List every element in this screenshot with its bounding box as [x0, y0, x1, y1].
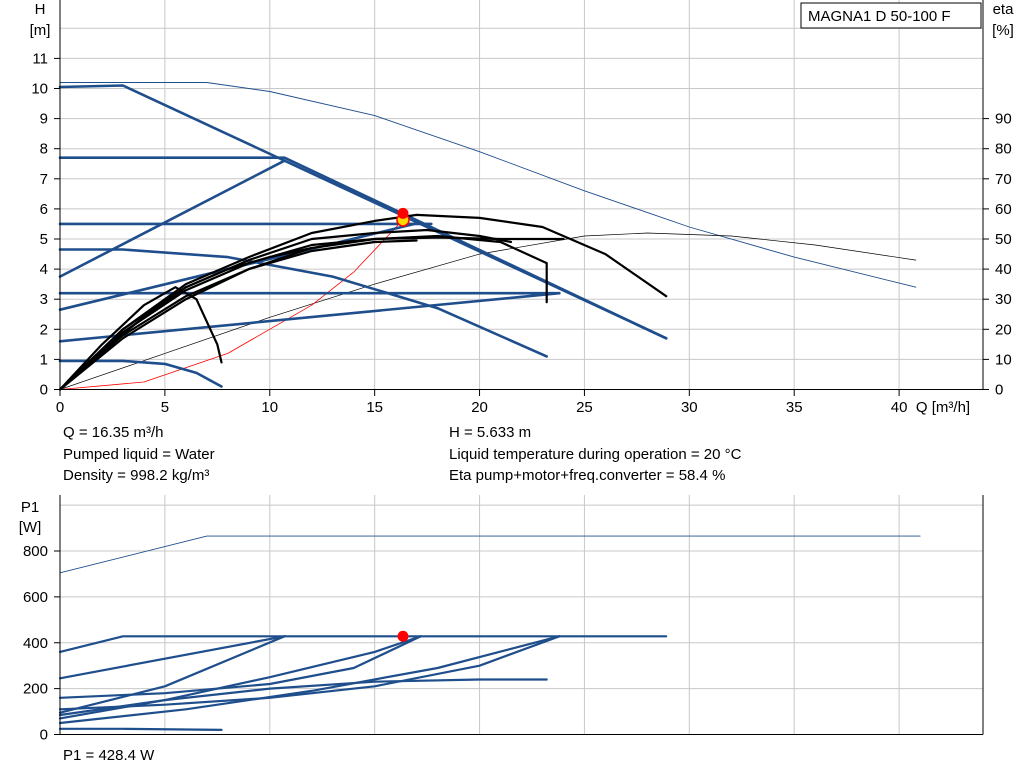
- q-x-label: Q [m³/h]: [916, 399, 970, 416]
- eta-y-tick-label: 10: [995, 351, 1012, 368]
- curve-min-curve: [58, 248, 548, 358]
- eta-y-tick-label: 0: [995, 382, 1003, 399]
- power-y-label-name: P1: [21, 499, 39, 516]
- head-y-tick-label: 2: [40, 321, 48, 338]
- q-x-tick-label: 15: [366, 399, 383, 416]
- axes: 0 1 2 3 4 5 6 7 8 9 10 11 0 10 20 30 40 50 60 70 80 90 0 5 10 15 2…: [19, 0, 1014, 744]
- curve-system-curve: [59, 219, 404, 390]
- head-y-tick-label: 7: [40, 171, 48, 188]
- eta-y-label-name: eta: [993, 1, 1015, 18]
- head-y-tick-label: 10: [31, 81, 48, 98]
- curve-eta-max: [58, 213, 668, 391]
- q-x-tick-label: 40: [891, 399, 908, 416]
- head-y-tick-label: 6: [40, 201, 48, 218]
- info-h: H = 5.633 m: [449, 424, 532, 441]
- q-x-tick-label: 25: [576, 399, 593, 416]
- curve-eta-mid2: [58, 234, 548, 391]
- legend-frame: [800, 2, 982, 29]
- power-curve-p1-cp1: [58, 635, 286, 680]
- q-x-tick-label: 10: [261, 399, 278, 416]
- power-grid: [60, 495, 983, 734]
- q-x-tick-label: 20: [471, 399, 488, 416]
- info-density: Density = 998.2 kg/m³: [63, 467, 210, 484]
- power-curve-p1-min: [58, 678, 548, 717]
- power-y-tick-label: 0: [40, 727, 48, 744]
- info-q: Q = 16.35 m³/h: [63, 424, 164, 441]
- info-liquid: Pumped liquid = Water: [63, 446, 215, 463]
- q-x-tick-label: 0: [56, 399, 64, 416]
- eta-y-tick-label: 70: [995, 171, 1012, 188]
- eta-y-tick-label: 80: [995, 141, 1012, 158]
- head-y-label-unit: [m]: [30, 22, 51, 39]
- q-x-tick-label: 30: [681, 399, 698, 416]
- eta-y-label-unit: [%]: [992, 22, 1014, 39]
- curve-eta-low2: [58, 246, 313, 391]
- head-y-tick-label: 0: [40, 382, 48, 399]
- power-y-tick-label: 800: [23, 543, 48, 560]
- head-grid: [60, 0, 983, 389]
- curve-constant-pressure-1: [58, 156, 668, 340]
- power-curve-p1-cp3: [58, 635, 561, 711]
- q-x-tick-label: 5: [161, 399, 169, 416]
- eta-y-tick-label: 90: [995, 111, 1012, 128]
- curve-eta-low: [58, 286, 223, 391]
- power-y-tick-label: 200: [23, 681, 48, 698]
- power-y-label-unit: [W]: [19, 519, 42, 536]
- power-curve-p1-max-thin: [59, 535, 921, 574]
- power-y-tick-label: 600: [23, 589, 48, 606]
- curve-min-curve-low: [58, 359, 223, 388]
- head-eta-plot: [58, 82, 917, 391]
- power-curve-p1-prop1: [58, 635, 286, 714]
- eta-y-tick-label: 50: [995, 231, 1012, 248]
- head-y-tick-label: 5: [40, 231, 48, 248]
- legend-box: MAGNA1 D 50-100 F: [800, 2, 982, 29]
- power-plot: [58, 535, 921, 731]
- curve-max-head-thin: [59, 82, 917, 288]
- power-curve-p1-min-low: [58, 727, 223, 731]
- curve-proportional-1: [58, 159, 286, 278]
- curve-eta-mid: [58, 228, 513, 391]
- curve-proportional-3: [58, 291, 561, 343]
- power-operating-point: [397, 630, 409, 642]
- head-y-tick-label: 11: [32, 50, 48, 67]
- power-y-tick-label: 400: [23, 635, 48, 652]
- power-curve-p1-prop2: [58, 635, 422, 720]
- head-y-label-name: H: [35, 1, 46, 18]
- head-y-tick-label: 4: [40, 261, 48, 278]
- eta-y-tick-label: 30: [995, 291, 1012, 308]
- head-y-tick-label: 1: [40, 351, 48, 368]
- operating-point-upper: [397, 207, 409, 219]
- info-p1: P1 = 428.4 W: [63, 747, 155, 764]
- q-x-tick-label: 35: [786, 399, 803, 416]
- curve-eta-prop2: [58, 239, 418, 391]
- head-y-tick-label: 3: [40, 291, 48, 308]
- power-curve-p1-prop3: [58, 635, 561, 725]
- head-y-tick-label: 9: [40, 111, 48, 128]
- info-eta: Eta pump+motor+freq.converter = 58.4 %: [449, 467, 726, 484]
- eta-y-tick-label: 60: [995, 201, 1012, 218]
- info-temperature: Liquid temperature during operation = 20…: [449, 446, 742, 463]
- eta-y-tick-label: 20: [995, 321, 1012, 338]
- curve-max-eta-thin: [59, 232, 917, 390]
- eta-y-tick-label: 40: [995, 261, 1012, 278]
- legend-model: MAGNA1 D 50-100 F: [808, 8, 951, 25]
- power-curve-p1-max: [58, 635, 668, 653]
- head-y-tick-label: 8: [40, 141, 48, 158]
